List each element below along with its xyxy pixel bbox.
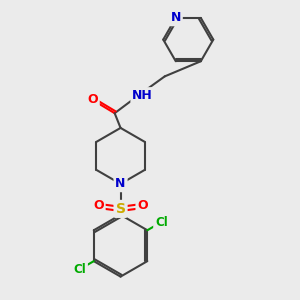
Text: O: O [87,93,98,106]
Text: NH: NH [132,89,153,102]
Text: O: O [137,200,148,212]
Text: Cl: Cl [155,216,168,229]
Text: N: N [171,11,181,24]
Text: S: S [116,202,126,216]
Text: O: O [93,200,104,212]
Text: Cl: Cl [74,263,86,276]
Text: N: N [116,177,126,190]
